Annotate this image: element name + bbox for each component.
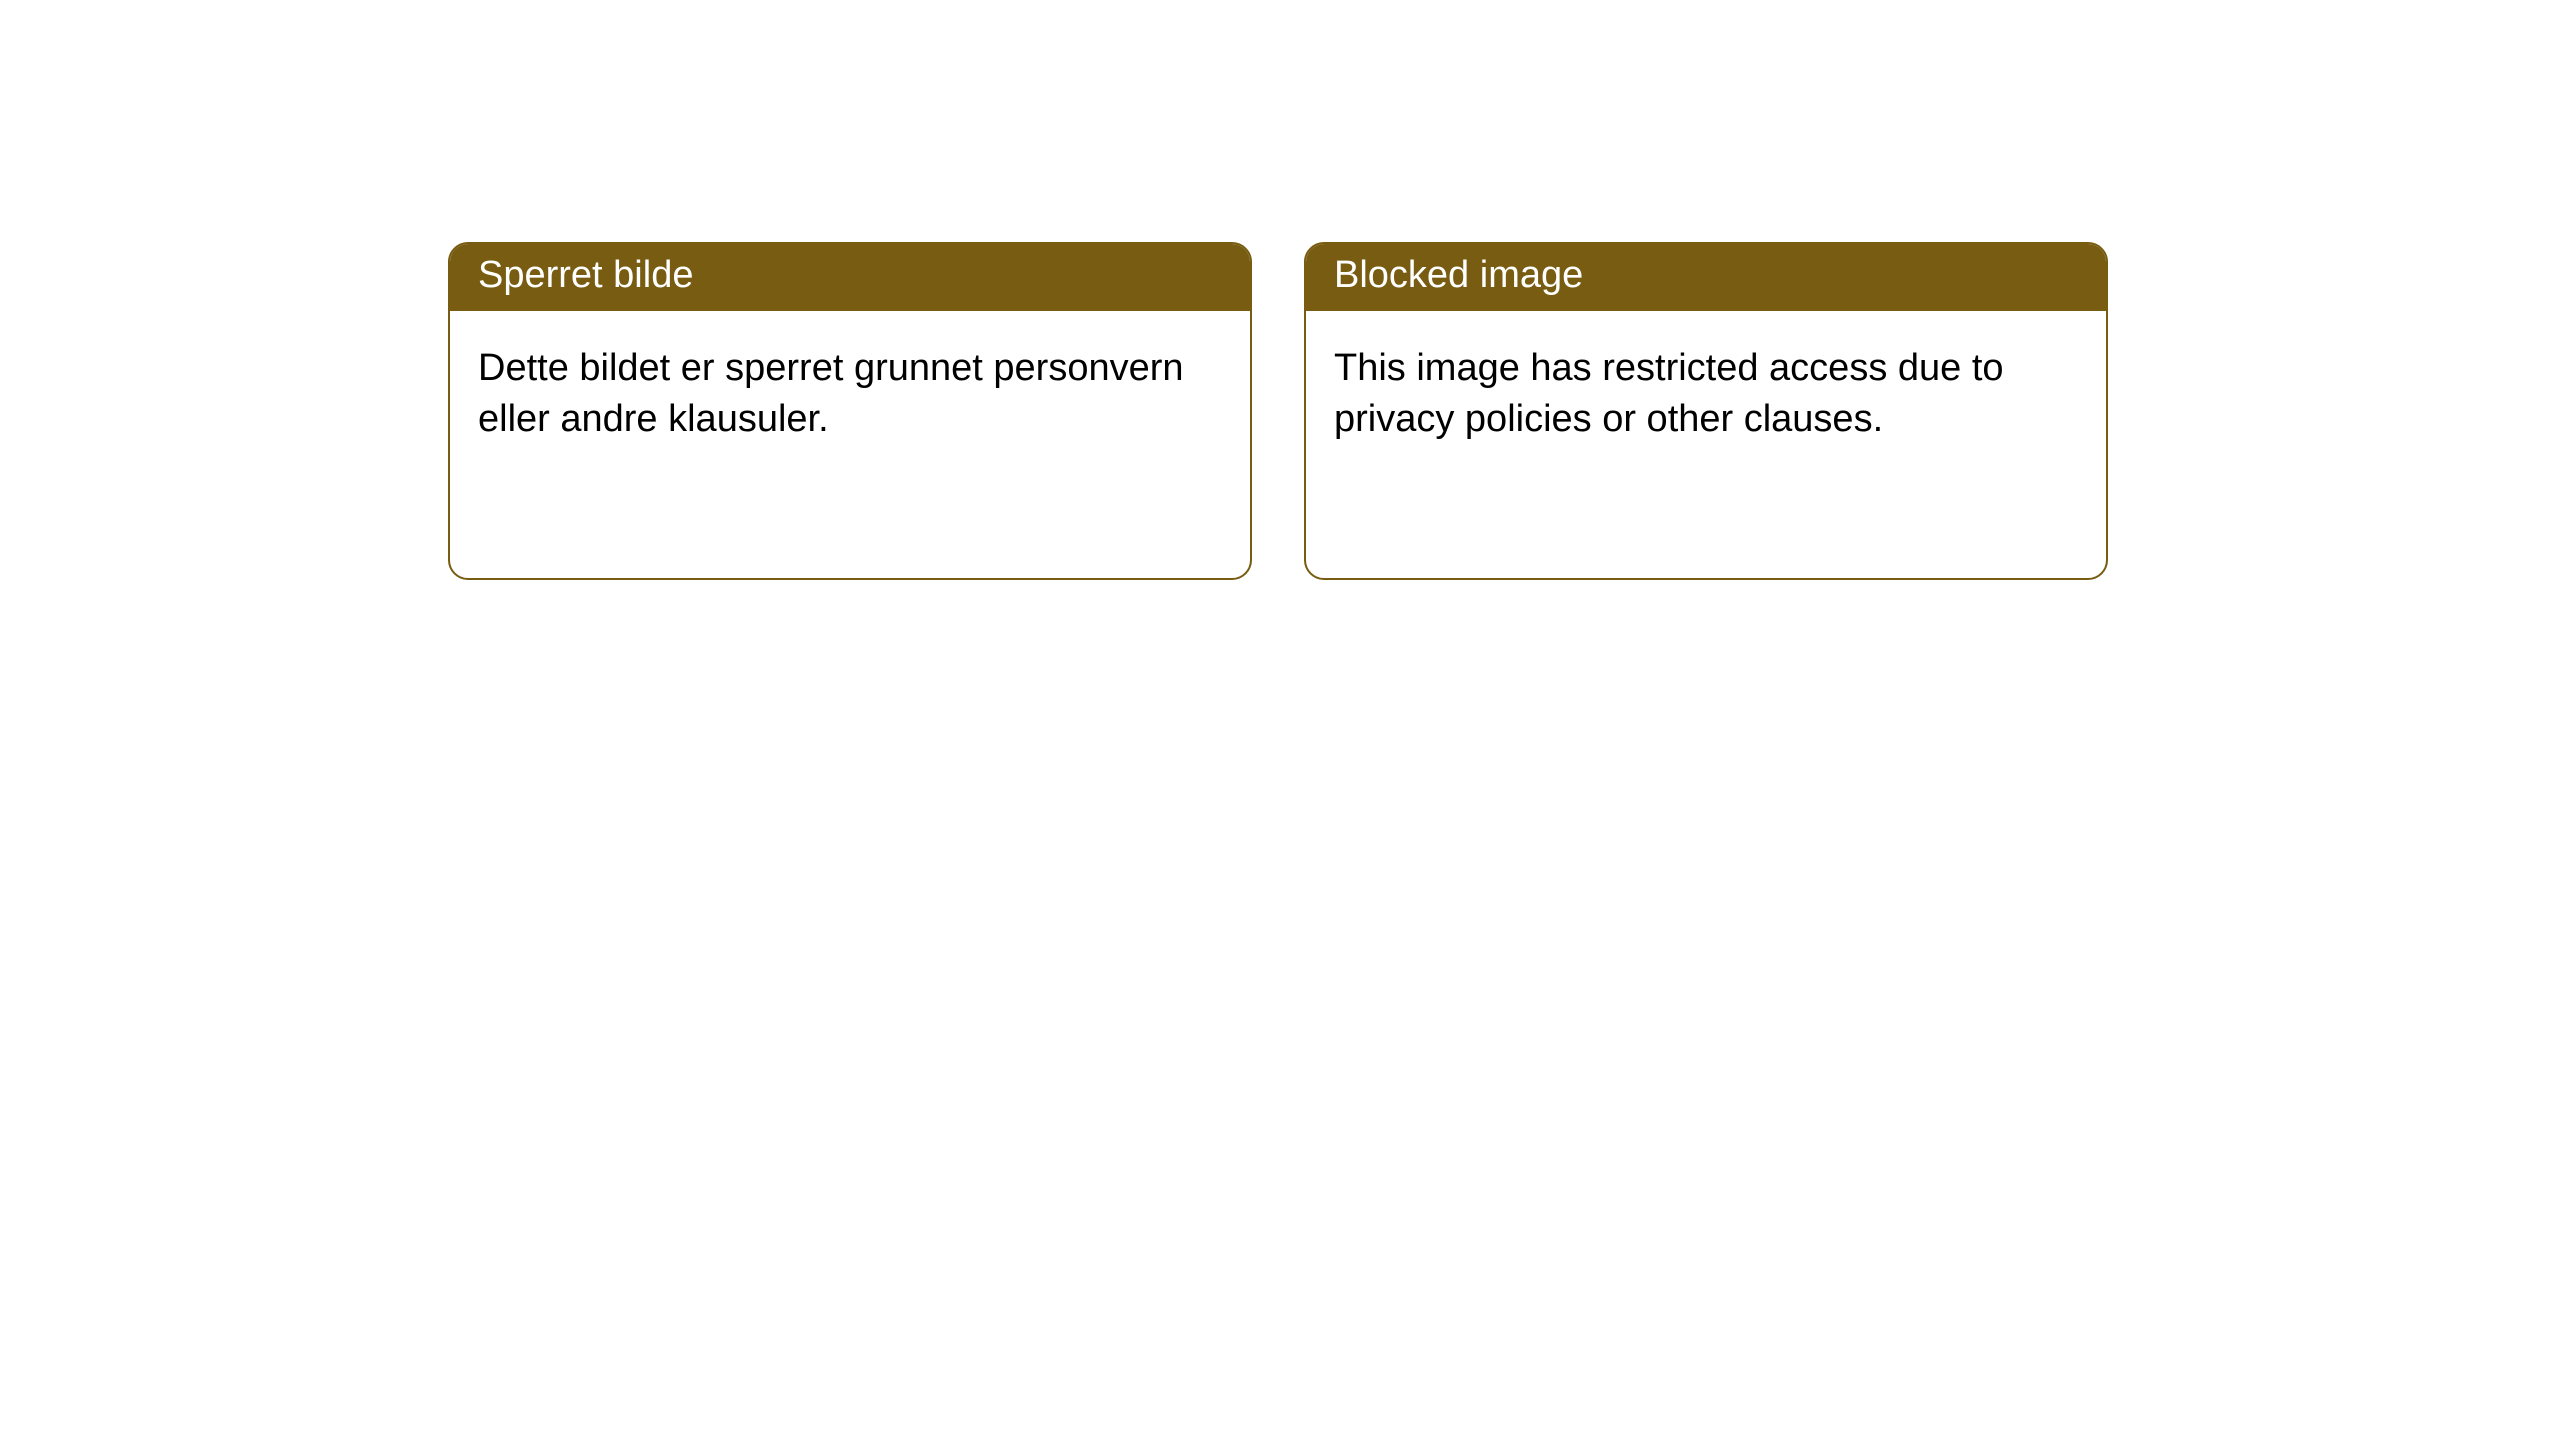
card-title-english: Blocked image bbox=[1334, 254, 1583, 296]
card-body-english: This image has restricted access due to … bbox=[1306, 311, 2106, 474]
card-body-norwegian: Dette bildet er sperret grunnet personve… bbox=[450, 311, 1250, 474]
card-header-english: Blocked image bbox=[1306, 244, 2106, 311]
card-header-norwegian: Sperret bilde bbox=[450, 244, 1250, 311]
notice-container: Sperret bilde Dette bildet er sperret gr… bbox=[0, 0, 2560, 580]
blocked-image-card-norwegian: Sperret bilde Dette bildet er sperret gr… bbox=[448, 242, 1252, 580]
card-text-norwegian: Dette bildet er sperret grunnet personve… bbox=[478, 347, 1184, 440]
blocked-image-card-english: Blocked image This image has restricted … bbox=[1304, 242, 2108, 580]
card-title-norwegian: Sperret bilde bbox=[478, 254, 693, 296]
card-text-english: This image has restricted access due to … bbox=[1334, 347, 2004, 440]
